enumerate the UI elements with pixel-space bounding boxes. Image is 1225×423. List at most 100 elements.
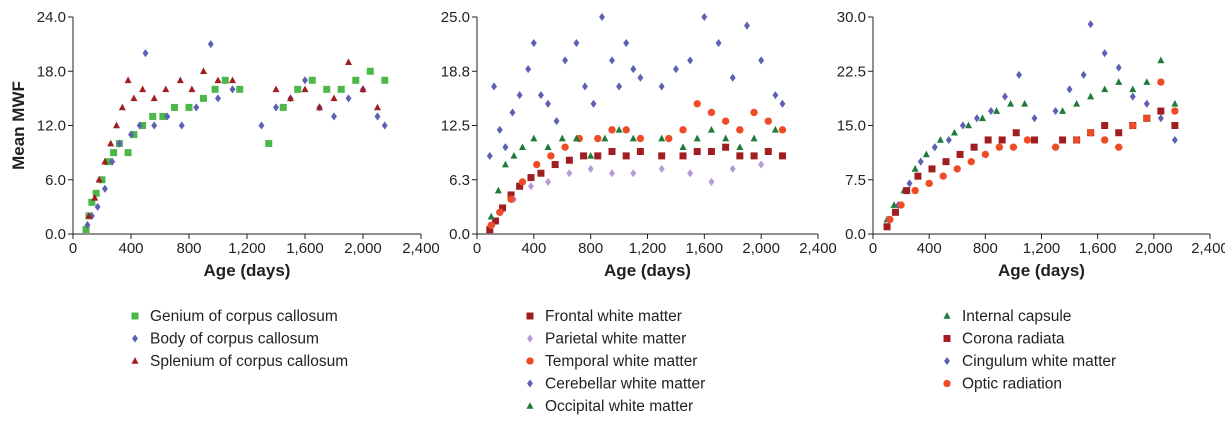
data-point [1171, 135, 1178, 144]
legend-marker [527, 334, 533, 343]
data-point [1101, 122, 1109, 129]
legend-item-body-of-corpus-callosum: Body of corpus callosum [132, 331, 319, 348]
legend: Internal capsule Corona radiata Cingulum w… [943, 308, 1116, 393]
x-axis-title: Age (days) [998, 261, 1085, 280]
x-tick-label: 1,200 [629, 240, 667, 257]
data-point [679, 126, 687, 134]
data-point [672, 65, 679, 74]
data-point [658, 152, 666, 160]
data-point [491, 217, 499, 225]
x-tick-label: 400 [521, 240, 546, 257]
legend: Frontal white matter Parietal white matte… [526, 308, 705, 415]
series-cingulum-white-matter [885, 20, 1178, 224]
data-point [722, 134, 730, 142]
data-point [302, 76, 308, 85]
data-point [374, 112, 381, 121]
data-point [729, 73, 736, 82]
legend-item-genium-of-corpus-callosum: Genium of corpus callosum [131, 308, 338, 325]
data-point [110, 149, 118, 157]
data-point [616, 82, 623, 91]
x-tick-label: 1,600 [686, 240, 724, 257]
data-point [1171, 122, 1179, 129]
data-point [630, 169, 637, 178]
legend-marker [526, 402, 534, 409]
data-point [1157, 107, 1165, 115]
data-point [658, 164, 665, 173]
data-point [637, 73, 644, 82]
data-point [1072, 136, 1081, 144]
data-point [936, 136, 944, 143]
data-point [507, 195, 515, 203]
data-point [509, 108, 516, 117]
data-point [572, 134, 580, 142]
data-point [101, 157, 109, 165]
data-point [308, 76, 316, 84]
data-point [104, 158, 112, 166]
data-point [771, 125, 779, 133]
x-tick-label: 2,400 [402, 240, 440, 257]
data-point [502, 143, 509, 152]
data-point [221, 76, 229, 84]
data-point [530, 134, 538, 142]
legend-item-temporal-white-matter: Temporal white matter [526, 353, 697, 370]
data-point [84, 220, 91, 229]
data-point [518, 143, 526, 150]
data-point [537, 91, 544, 100]
data-point [162, 85, 170, 93]
data-point [1086, 129, 1095, 137]
data-point [545, 177, 552, 186]
data-point [487, 212, 495, 220]
data-point [345, 94, 352, 103]
data-point [1157, 56, 1165, 64]
data-point [507, 191, 515, 199]
x-tick-label: 800 [176, 240, 201, 257]
data-point [109, 157, 116, 166]
data-point [301, 85, 309, 93]
data-point [995, 143, 1004, 151]
data-point [1080, 70, 1087, 79]
data-point [128, 130, 134, 139]
data-point [1059, 107, 1067, 114]
legend-label: Cingulum white matter [962, 353, 1116, 370]
data-point [551, 161, 559, 169]
y-tick-label: 0.0 [449, 226, 470, 243]
data-point [778, 126, 787, 134]
data-point [679, 152, 687, 160]
legend-label: Occipital white matter [545, 398, 693, 415]
data-point [959, 121, 966, 130]
legend-item-cingulum-white-matter: Cingulum white matter [944, 353, 1116, 370]
data-point [693, 134, 701, 142]
series-optic-radiation [886, 78, 1179, 224]
data-point [1002, 92, 1008, 101]
data-point [693, 148, 701, 156]
legend-item-occipital-white-matter: Occipital white matter [526, 398, 693, 415]
data-point [565, 156, 573, 164]
data-point [1101, 136, 1109, 144]
data-point [279, 103, 287, 111]
legend-marker [526, 357, 534, 365]
data-point [750, 108, 758, 117]
x-tick-label: 800 [973, 240, 998, 257]
x-tick-label: 400 [118, 240, 143, 257]
data-point [366, 67, 374, 75]
y-axis-title: Mean MWF [9, 81, 28, 170]
data-point [707, 125, 715, 133]
data-point [544, 143, 552, 150]
legend-item-frontal-white-matter: Frontal white matter [526, 308, 682, 325]
data-point [890, 201, 898, 208]
x-tick-label: 2,400 [799, 240, 837, 257]
data-point [1115, 143, 1123, 151]
data-point [229, 85, 236, 94]
data-point [516, 182, 524, 190]
y-tick-label: 12.5 [441, 118, 470, 135]
series-occipital-white-matter [487, 125, 779, 220]
data-point [886, 215, 894, 224]
data-point [94, 202, 101, 211]
data-point [516, 91, 523, 100]
data-point [178, 121, 185, 130]
y-tick-label: 18.8 [441, 63, 470, 80]
series-cerebellar-white-matter [486, 12, 786, 160]
data-point [658, 134, 666, 142]
data-point [150, 94, 158, 102]
data-point [149, 112, 157, 120]
